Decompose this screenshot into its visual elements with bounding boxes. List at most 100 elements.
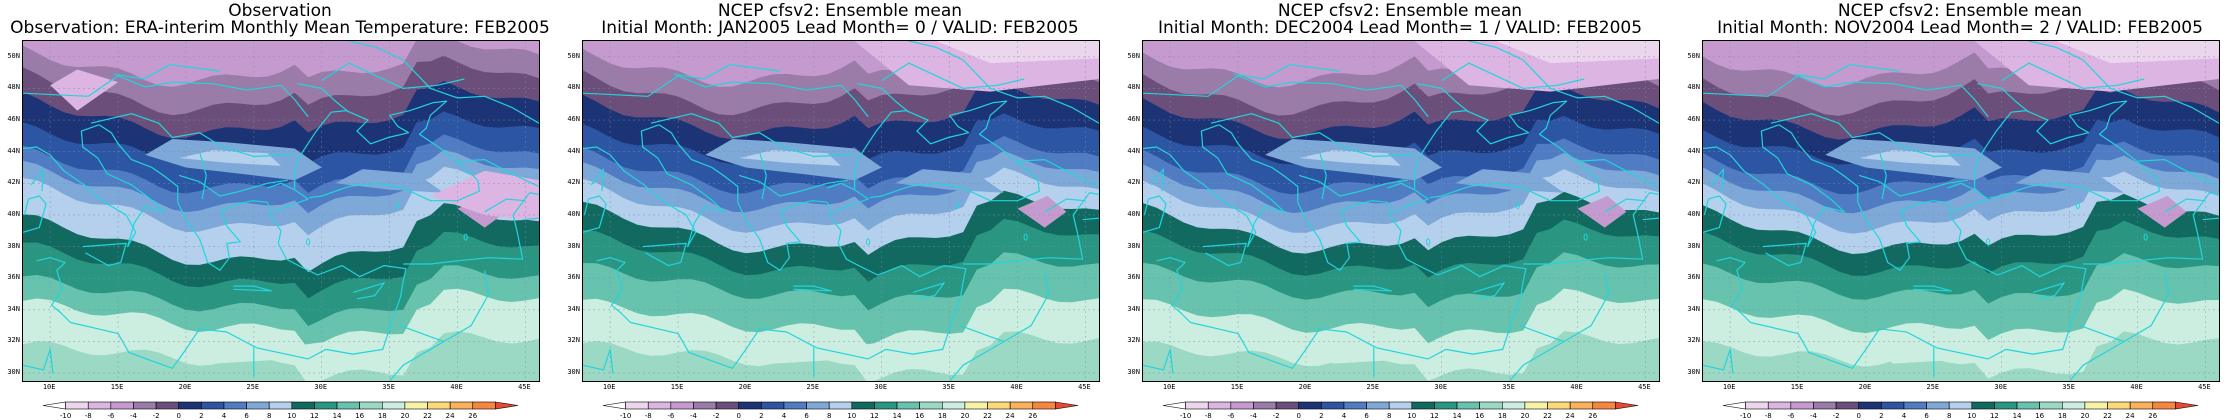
longitude-label: 30E bbox=[874, 383, 888, 391]
map-panel: NCEP cfsv2: Ensemble mean Initial Month: … bbox=[560, 0, 1120, 420]
latitude-label: 42N bbox=[1687, 178, 1700, 187]
longitude-label: 40E bbox=[1570, 383, 1583, 391]
colorbar-under-triangle bbox=[1722, 401, 1746, 410]
panel-subtitle: Observation: ERA-interim Monthly Mean Te… bbox=[10, 18, 550, 38]
colorbar-box bbox=[693, 401, 717, 410]
longitude-label: 45E bbox=[2198, 383, 2211, 391]
latitude-label: 44N bbox=[567, 146, 580, 155]
coastline bbox=[1017, 158, 1099, 188]
colorbar-tick-label: 14 bbox=[1453, 412, 1462, 420]
coastline bbox=[758, 151, 767, 200]
colorbar-tick-label: -8 bbox=[85, 412, 92, 420]
colorbar-box bbox=[1434, 401, 1458, 410]
colorbar-tick-label: 6 bbox=[804, 412, 809, 420]
colorbar-tick-label: 26 bbox=[2148, 412, 2157, 420]
latitude-label: 38N bbox=[1127, 241, 1140, 250]
colorbar: -10 -8 -6 -4 -2 0 2 4 6 8 10 12 14 16 18 20 22 24 26 bbox=[1722, 401, 2199, 420]
colorbar-box bbox=[178, 401, 202, 410]
coastline bbox=[82, 242, 127, 267]
longitude-label: 25E bbox=[1366, 383, 1380, 391]
colorbar-tick-label: -2 bbox=[713, 412, 720, 420]
colorbar-box bbox=[223, 401, 247, 410]
colorbar-under-triangle bbox=[1162, 401, 1186, 410]
lake-outline bbox=[866, 238, 871, 246]
colorbar: -10 -8 -6 -4 -2 0 2 4 6 8 10 12 14 16 18 20 22 24 26 bbox=[42, 401, 519, 420]
colorbar-box bbox=[1343, 401, 1367, 410]
colorbar-tick-label: 2 bbox=[1319, 412, 1323, 420]
coastline bbox=[1642, 217, 1659, 221]
colorbar-box bbox=[1813, 401, 1837, 410]
colorbar-tick-label: 18 bbox=[2058, 412, 2067, 420]
coastline bbox=[1353, 285, 1393, 292]
colorbar-tick-label: 0 bbox=[736, 412, 740, 420]
colorbar-tick-label: 22 bbox=[1543, 412, 1552, 420]
colorbar-over-triangle bbox=[1055, 401, 1079, 410]
longitude-label: 10E bbox=[602, 383, 616, 391]
colorbar-box bbox=[1547, 401, 1571, 410]
colorbar-tick-label: -4 bbox=[1250, 412, 1258, 420]
longitude-label: 35E bbox=[382, 383, 395, 391]
lake-outline bbox=[2075, 201, 2080, 209]
coastline bbox=[30, 168, 44, 192]
colorbar-tick-label: -10 bbox=[620, 412, 631, 420]
coastline bbox=[23, 348, 54, 374]
temperature-map bbox=[583, 41, 1099, 381]
colorbar-tick-label: 22 bbox=[983, 412, 992, 420]
colorbar-tick-label: 2 bbox=[759, 412, 763, 420]
colorbar-tick-label: 24 bbox=[1566, 412, 1575, 420]
colorbar-tick-label: -8 bbox=[645, 412, 652, 420]
colorbar-box bbox=[1790, 401, 1814, 410]
colorbar-tick-label: -2 bbox=[153, 412, 160, 420]
latitude-label: 46N bbox=[7, 115, 20, 124]
colorbar-container: -10 -8 -6 -4 -2 0 2 4 6 8 10 12 14 16 18 20 22 24 26 bbox=[0, 398, 560, 420]
temperature-band bbox=[583, 41, 1099, 87]
coastline bbox=[1143, 124, 1285, 248]
map-area bbox=[1702, 40, 2220, 382]
coastline bbox=[1143, 195, 1167, 233]
colorbar-tick-label: 10 bbox=[287, 412, 296, 420]
temperature-patch bbox=[1865, 336, 2043, 364]
latitude-label: 40N bbox=[1127, 209, 1140, 218]
colorbar-box bbox=[1253, 401, 1277, 410]
longitude-label: 35E bbox=[2062, 383, 2075, 391]
lake-outline bbox=[2143, 233, 2148, 241]
coastline bbox=[650, 113, 855, 158]
temperature-patch bbox=[179, 150, 281, 166]
panel-title: Observation bbox=[228, 1, 332, 21]
coastline bbox=[1604, 198, 1646, 213]
coastline bbox=[1520, 270, 1610, 343]
coastline bbox=[1156, 214, 1527, 369]
coastline bbox=[352, 282, 385, 300]
longitude-label: 45E bbox=[1638, 383, 1651, 391]
coastline bbox=[389, 340, 445, 381]
latitude-label: 38N bbox=[7, 241, 20, 250]
colorbar-tick-label: 10 bbox=[1967, 412, 1976, 420]
latitude-label: 30N bbox=[1687, 368, 1700, 377]
coastline bbox=[348, 41, 539, 124]
latitude-label: 34N bbox=[7, 304, 20, 313]
colorbar-tick-label: 2 bbox=[199, 412, 203, 420]
colorbar-box bbox=[1230, 401, 1254, 410]
longitude-label: 15E bbox=[110, 383, 124, 391]
colorbar-box bbox=[2084, 401, 2108, 410]
coastline bbox=[23, 124, 165, 248]
longitude-label: 20E bbox=[1858, 383, 1872, 391]
colorbar-box bbox=[2152, 401, 2176, 410]
coastline bbox=[1509, 340, 1565, 381]
colorbar-tick-label: -6 bbox=[107, 412, 115, 420]
coastline bbox=[1387, 182, 1415, 191]
coastline bbox=[960, 270, 1050, 343]
colorbar-box bbox=[828, 401, 853, 410]
colorbar-tick-label: 6 bbox=[244, 412, 249, 420]
colorbar-box bbox=[404, 401, 428, 410]
colorbar-box bbox=[359, 401, 383, 410]
longitude-label: 45E bbox=[1078, 383, 1091, 391]
colorbar-box bbox=[1366, 401, 1390, 410]
latitude-label: 38N bbox=[1687, 241, 1700, 250]
longitude-label: 25E bbox=[1926, 383, 1940, 391]
coastline bbox=[1703, 348, 1734, 374]
temperature-patch bbox=[1455, 169, 1564, 193]
colorbar-box bbox=[987, 401, 1011, 410]
latitude-label: 36N bbox=[1127, 273, 1140, 282]
latitude-label: 48N bbox=[7, 83, 20, 92]
